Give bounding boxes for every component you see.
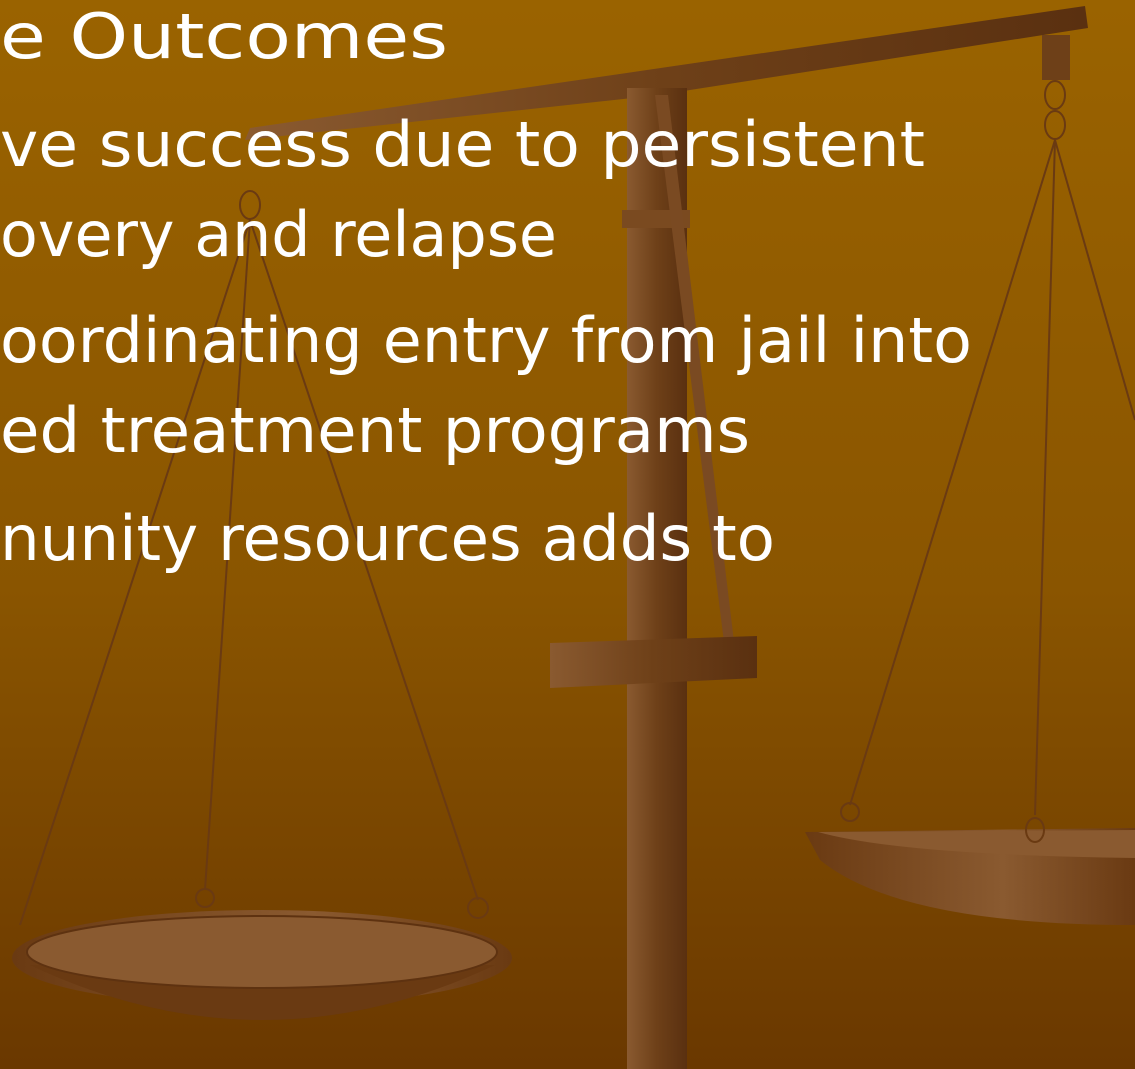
page: e Outcomes ve success due to persistent … [0,0,1135,1069]
slide-title: e Outcomes [0,0,448,73]
bullet-line: overy and relapse [0,198,557,271]
slide: e Outcomes ve success due to persistent … [0,0,1135,1069]
bullet-line: ed treatment programs [0,394,750,467]
bullet-line: nunity resources adds to [0,502,775,575]
bullet-line: ve success due to persistent [0,108,925,181]
bullet-line: oordinating entry from jail into [0,304,972,377]
